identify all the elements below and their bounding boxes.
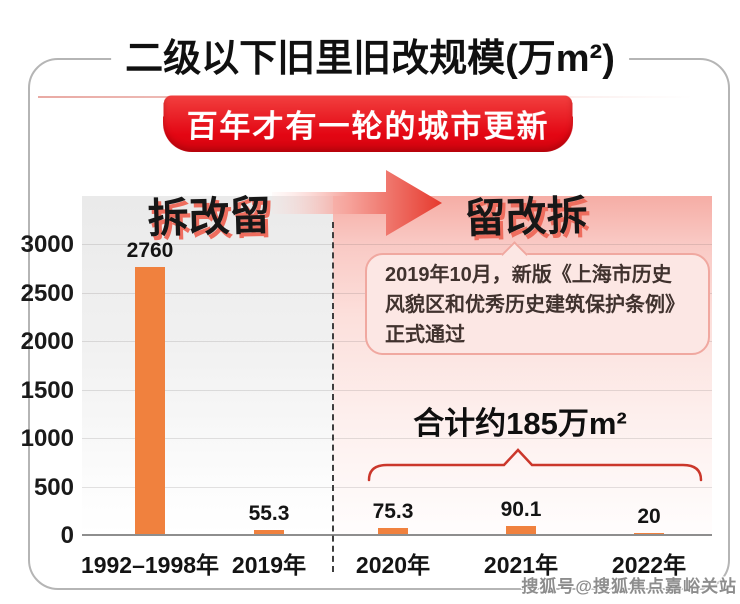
gridline xyxy=(82,244,712,245)
bar xyxy=(254,529,284,535)
y-axis-tick-label: 1000 xyxy=(20,425,74,452)
y-axis-tick-label: 2000 xyxy=(20,328,74,355)
phase-divider-dashed-line xyxy=(332,222,334,572)
y-axis-tick-label: 1500 xyxy=(20,376,74,404)
bar xyxy=(135,267,165,535)
total-label: 合计约185万m² xyxy=(413,406,627,441)
bar-value-label: 55.3 xyxy=(248,501,290,525)
bar-value-label: 2760 xyxy=(126,239,174,263)
banner-ribbon: 百年才有一轮的城市更新 xyxy=(161,95,575,152)
x-axis-line xyxy=(82,534,712,536)
bar xyxy=(506,526,536,535)
bar xyxy=(378,527,408,535)
bar-value-label: 90.1 xyxy=(500,498,542,522)
x-axis-category-label: 2022年 xyxy=(611,552,687,578)
annotation-callout: 2019年10月，新版《上海市历史 风貌区和优秀历史建筑保护条例》 正式通过 xyxy=(365,241,710,355)
x-axis-category-label: 2021年 xyxy=(483,552,559,578)
gridline xyxy=(82,486,712,488)
x-axis-category-label: 2020年 xyxy=(355,552,431,578)
y-axis-tick-label: 2500 xyxy=(20,279,74,307)
arrow-right-icon xyxy=(272,170,442,236)
panel-phase-before xyxy=(82,196,333,535)
x-axis-category-label: 1992–1998年 xyxy=(80,552,220,578)
annotation-line: 正式通过 xyxy=(385,324,465,346)
gridline xyxy=(82,438,712,439)
gridline xyxy=(82,389,712,391)
phase-label-right: 留改拆 xyxy=(464,192,589,242)
watermark: 搜狐号@搜狐焦点嘉峪关站 xyxy=(521,577,737,596)
bar-value-label: 20 xyxy=(637,505,661,528)
y-axis-tick-label: 0 xyxy=(60,522,74,549)
brace-decoration xyxy=(367,448,703,482)
bar-value-label: 75.3 xyxy=(372,499,414,523)
x-axis-category-label: 2019年 xyxy=(231,552,307,578)
annotation-line: 风貌区和优秀历史建筑保护条例》 xyxy=(385,294,685,316)
annotation-line: 2019年10月，新版《上海市历史 xyxy=(385,264,672,286)
y-axis-tick-label: 3000 xyxy=(20,231,74,258)
y-axis-tick-label: 500 xyxy=(33,473,74,501)
chart-title: 二级以下旧里旧改规模(万m²) xyxy=(111,27,629,82)
banner-text: 百年才有一轮的城市更新 xyxy=(185,109,551,144)
phase-label-left: 拆改留 xyxy=(147,192,272,242)
